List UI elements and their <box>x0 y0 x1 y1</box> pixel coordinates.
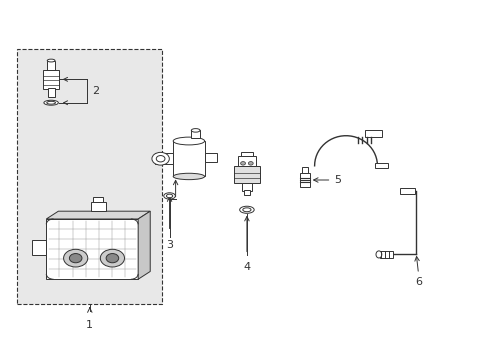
Circle shape <box>100 249 124 267</box>
Ellipse shape <box>191 129 200 132</box>
Bar <box>241 152 252 156</box>
Bar <box>243 190 250 194</box>
Text: 4: 4 <box>243 261 250 271</box>
Bar <box>379 251 393 258</box>
Polygon shape <box>46 211 150 219</box>
Bar <box>17 49 162 304</box>
Text: 2: 2 <box>92 86 99 96</box>
Bar <box>47 61 55 70</box>
Text: 5: 5 <box>333 175 340 185</box>
Circle shape <box>248 162 253 165</box>
Circle shape <box>240 162 245 165</box>
Ellipse shape <box>173 137 204 145</box>
Circle shape <box>156 156 164 162</box>
Text: 1: 1 <box>86 320 93 330</box>
Bar <box>242 183 251 191</box>
Ellipse shape <box>239 206 254 213</box>
Ellipse shape <box>173 173 204 180</box>
Bar <box>48 88 54 97</box>
Ellipse shape <box>166 194 172 198</box>
Text: 6: 6 <box>414 278 421 288</box>
Ellipse shape <box>375 251 381 258</box>
Bar <box>93 197 103 202</box>
Bar <box>155 153 173 164</box>
Bar <box>233 166 260 183</box>
Ellipse shape <box>44 100 58 105</box>
Ellipse shape <box>47 101 55 104</box>
Bar <box>32 240 46 255</box>
Bar <box>300 172 309 188</box>
Circle shape <box>152 152 169 165</box>
Circle shape <box>63 249 87 267</box>
Bar <box>237 156 256 166</box>
Ellipse shape <box>47 59 55 62</box>
Bar <box>46 219 138 279</box>
Bar <box>173 141 204 176</box>
Bar <box>399 188 414 194</box>
Bar <box>91 202 105 211</box>
Bar <box>374 163 387 168</box>
Bar <box>302 167 307 172</box>
Circle shape <box>69 253 82 263</box>
Polygon shape <box>138 211 150 279</box>
Ellipse shape <box>243 208 250 212</box>
Bar <box>364 130 382 138</box>
Bar <box>191 130 200 138</box>
Circle shape <box>106 253 119 263</box>
Bar <box>204 153 216 162</box>
Text: 3: 3 <box>166 240 173 250</box>
Ellipse shape <box>163 193 175 199</box>
Bar <box>43 70 59 89</box>
